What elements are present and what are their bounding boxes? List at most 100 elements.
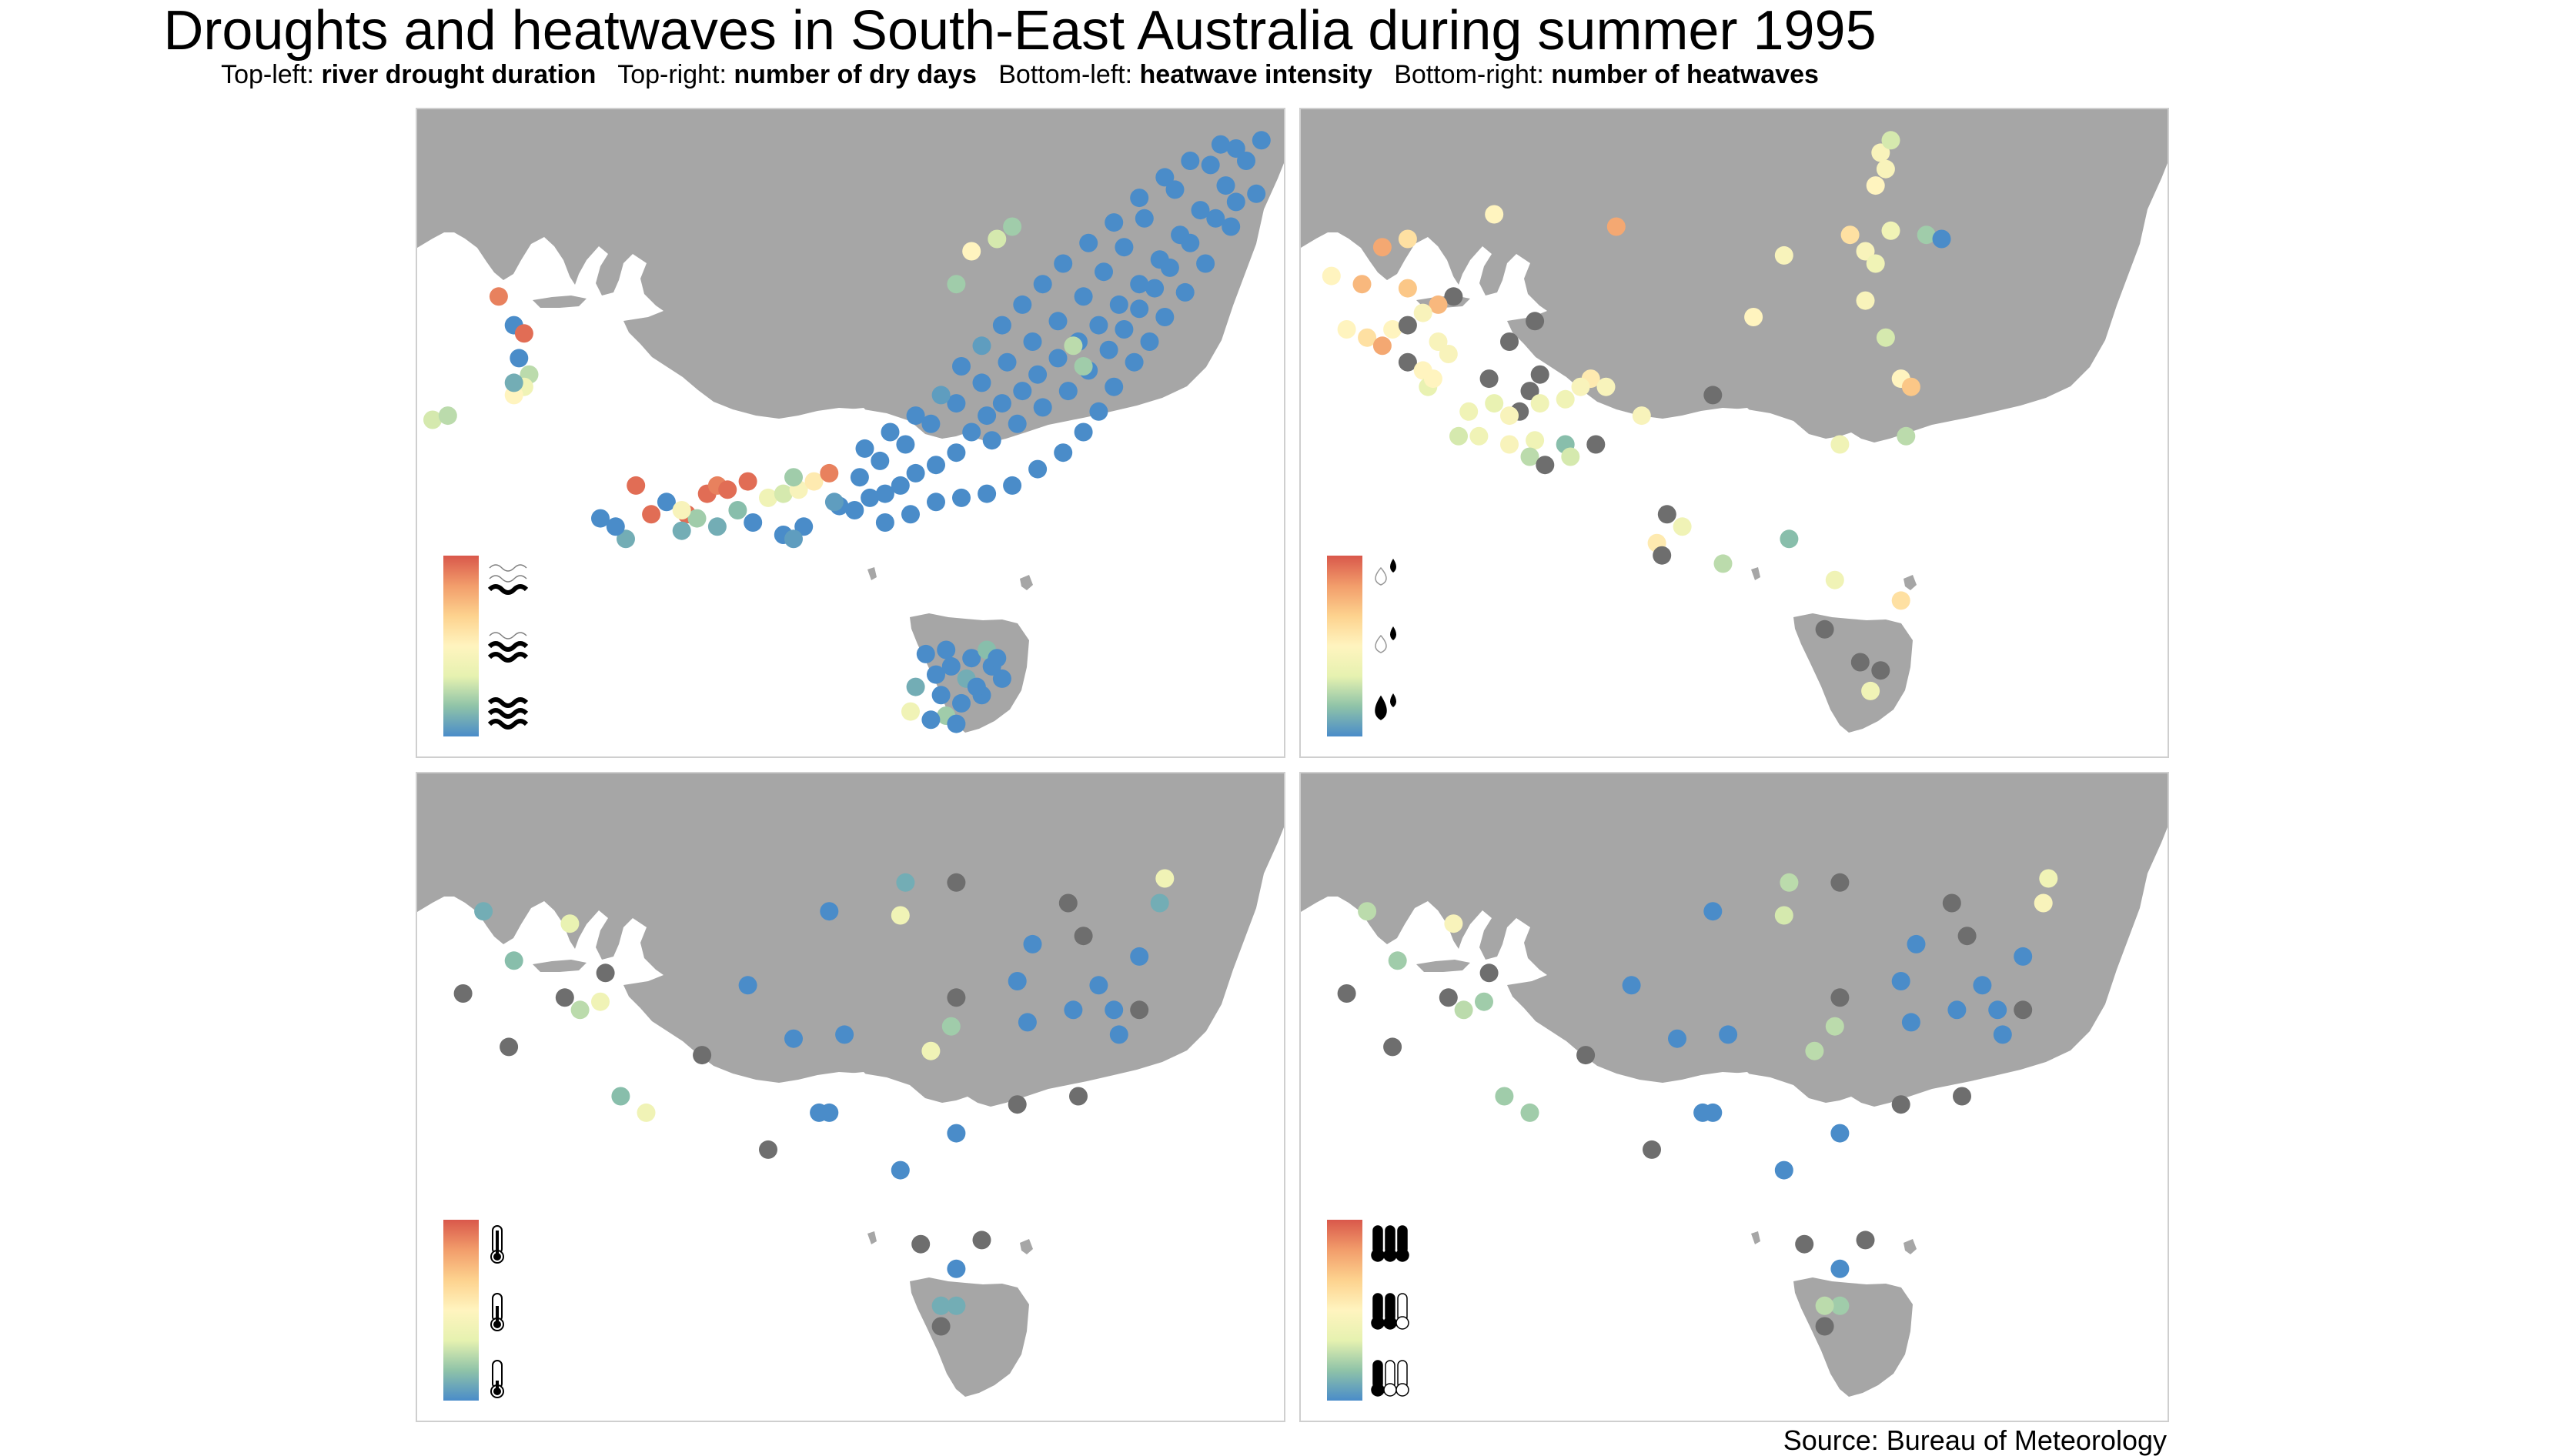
station-point <box>1008 1095 1027 1114</box>
station-point <box>1444 914 1463 933</box>
station-point <box>1901 1013 1920 1032</box>
station-point <box>1160 258 1179 277</box>
station-point <box>1048 312 1068 331</box>
station-point <box>962 422 981 442</box>
station-point <box>1109 1025 1128 1044</box>
station-point <box>1576 1046 1596 1065</box>
map-svg <box>1301 109 2168 756</box>
map-panel-number-of-dry-days <box>1299 108 2169 758</box>
station-point <box>1825 570 1844 589</box>
station-point <box>1252 131 1271 150</box>
station-point <box>672 521 691 540</box>
station-point <box>1145 279 1165 298</box>
station-point <box>1520 447 1539 466</box>
station-point <box>617 529 635 549</box>
port-phillip-bay <box>1732 408 1756 426</box>
thermometers-icon-high <box>1371 1225 1409 1262</box>
station-point <box>1917 225 1936 245</box>
station-point <box>861 488 880 507</box>
station-point <box>1140 332 1159 351</box>
tasmania <box>1793 613 1913 733</box>
station-point <box>1500 435 1519 454</box>
station-point <box>591 992 610 1011</box>
station-point <box>1876 159 1895 179</box>
station-point <box>1196 254 1215 273</box>
station-point <box>962 649 981 668</box>
station-point <box>875 484 894 503</box>
station-point <box>1485 394 1504 413</box>
station-point <box>1074 287 1093 306</box>
station-point <box>1222 217 1241 236</box>
station-point <box>1074 357 1093 376</box>
station-point <box>804 472 824 491</box>
station-point <box>1429 295 1448 314</box>
station-point <box>906 677 925 696</box>
port-phillip-bay <box>848 408 873 426</box>
station-point <box>896 435 915 454</box>
station-point <box>1815 1317 1834 1336</box>
station-point <box>1520 1103 1539 1122</box>
station-point <box>906 463 925 483</box>
station-point <box>1028 365 1048 384</box>
station-point <box>927 665 945 684</box>
station-point <box>510 349 529 368</box>
wave-icon-mid <box>487 632 529 663</box>
station-point <box>1907 934 1926 953</box>
station-point <box>1069 1087 1088 1106</box>
station-point <box>759 1140 777 1159</box>
drop-icon-low <box>1375 693 1396 720</box>
station-point <box>911 1234 931 1254</box>
station-point <box>1013 295 1032 314</box>
station-point <box>642 505 661 524</box>
station-point <box>1881 131 1900 150</box>
station-point <box>1795 1234 1814 1254</box>
station-point <box>1901 377 1920 396</box>
source-caption: Source: Bureau of Meteorology <box>1783 1424 2167 1456</box>
station-point <box>2034 893 2053 913</box>
station-point <box>947 275 966 294</box>
station-point <box>1337 320 1356 339</box>
station-point <box>1383 1037 1402 1057</box>
station-point <box>794 517 814 536</box>
station-point <box>927 493 945 512</box>
station-point <box>947 394 966 413</box>
station-point <box>1216 176 1235 195</box>
station-point <box>1003 476 1022 495</box>
station-point <box>1774 245 1793 265</box>
station-point <box>774 484 793 503</box>
station-point <box>1383 320 1402 339</box>
station-point <box>1105 1000 1124 1020</box>
station-point <box>1165 180 1185 199</box>
station-point <box>1744 308 1763 326</box>
subtitle-label-top-left: river drought duration <box>321 60 597 89</box>
station-point <box>1530 365 1549 384</box>
station-point <box>1891 1095 1910 1114</box>
station-point <box>1226 192 1245 212</box>
port-phillip-bay <box>1732 1072 1756 1090</box>
station-point <box>1713 554 1733 573</box>
thermometers-icon-mid <box>1371 1293 1409 1330</box>
station-point <box>1054 443 1073 463</box>
station-point <box>514 324 533 343</box>
station-point <box>1632 406 1651 426</box>
port-phillip-bay <box>848 1072 873 1090</box>
station-point <box>1668 1029 1686 1048</box>
station-point <box>1993 1025 2012 1044</box>
station-point <box>637 1103 656 1122</box>
station-point <box>1388 951 1407 970</box>
map-svg <box>1301 773 2168 1421</box>
station-point <box>1105 377 1124 396</box>
station-point <box>1719 1025 1738 1044</box>
station-point <box>1830 1296 1850 1315</box>
station-point <box>1064 1000 1083 1020</box>
station-point <box>1074 422 1093 442</box>
station-point <box>596 963 615 983</box>
subtitle-label-bottom-left: heatwave intensity <box>1139 60 1372 89</box>
station-point <box>875 513 894 532</box>
station-point <box>1530 394 1549 413</box>
station-point <box>591 509 610 528</box>
station-point <box>1095 262 1113 282</box>
station-point <box>693 1046 712 1065</box>
station-point <box>1780 529 1799 549</box>
station-point <box>1237 152 1255 170</box>
